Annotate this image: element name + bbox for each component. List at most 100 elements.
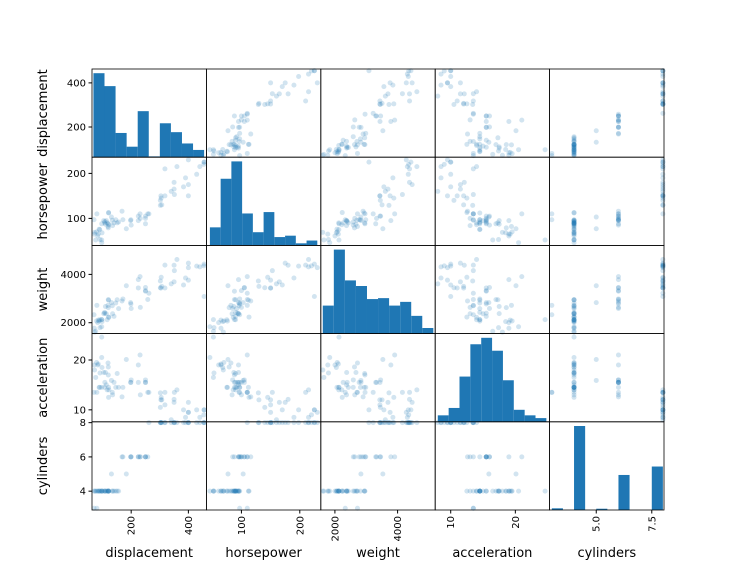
histogram-bar xyxy=(137,111,149,158)
scatter-point xyxy=(414,420,420,426)
scatter-point xyxy=(495,488,501,494)
scatter-point xyxy=(325,237,331,243)
scatter-point xyxy=(571,384,577,390)
scatter-point xyxy=(506,233,512,239)
scatter-point xyxy=(483,215,489,221)
scatter-point xyxy=(593,377,599,383)
scatter-point xyxy=(448,293,454,299)
histogram-bar xyxy=(618,474,630,510)
scatter-point xyxy=(234,306,240,312)
scatter-point xyxy=(358,218,364,224)
scatter-point xyxy=(660,166,666,172)
scatter-point xyxy=(333,230,339,236)
scatter-point xyxy=(353,488,359,494)
scatter-point xyxy=(95,361,101,367)
scatter-point xyxy=(238,392,244,398)
scatter-point xyxy=(105,364,111,370)
scatter-point xyxy=(381,84,387,90)
scatter-point xyxy=(197,420,203,426)
scatter-point xyxy=(255,278,261,284)
scatter-point xyxy=(265,394,271,400)
histogram-bar xyxy=(389,305,401,334)
scatter-point xyxy=(380,471,386,477)
scatter-point xyxy=(236,124,242,130)
scatter-point xyxy=(201,161,207,167)
scatter-point xyxy=(224,488,230,494)
scatter-point xyxy=(265,101,271,107)
scatter-point xyxy=(390,414,396,420)
scatter-point xyxy=(240,300,246,306)
scatter-point xyxy=(244,389,250,395)
scatter-point xyxy=(102,384,108,390)
scatter-point xyxy=(210,334,216,340)
scatter-point xyxy=(513,128,519,134)
scatter-point xyxy=(95,231,101,237)
scatter-point xyxy=(470,488,476,494)
scatter-point xyxy=(483,221,489,227)
scatter-point xyxy=(269,91,275,97)
x-tick-label: 2000 xyxy=(330,516,341,541)
scatter-point xyxy=(171,396,177,402)
cell-frame xyxy=(91,333,207,423)
scatter-point xyxy=(571,370,577,376)
scatter-point xyxy=(231,147,237,153)
scatter-point xyxy=(362,211,368,217)
scatter-point xyxy=(467,311,473,317)
scatter-point xyxy=(465,298,471,304)
scatter-point xyxy=(461,262,467,268)
scatter-point xyxy=(246,488,252,494)
cell-frame xyxy=(549,421,665,511)
scatter-point xyxy=(483,454,489,460)
scatter-point xyxy=(220,364,226,370)
scatter-point xyxy=(334,149,340,155)
scatter-point xyxy=(464,274,470,280)
scatter-point xyxy=(142,454,148,460)
scatter-point xyxy=(97,237,103,243)
scatter-point xyxy=(99,240,105,246)
scatter-point xyxy=(370,211,376,217)
scatter-point xyxy=(244,150,250,156)
scatter-point xyxy=(262,404,268,410)
scatter-point xyxy=(593,214,599,220)
scatter-point xyxy=(336,387,342,393)
scatter-point xyxy=(233,488,239,494)
scatter-point xyxy=(448,184,454,190)
scatter-point xyxy=(171,279,177,285)
scatter-point xyxy=(224,148,230,154)
scatter-point xyxy=(354,505,360,511)
x-axis-label: weight xyxy=(356,546,400,561)
scatter-point xyxy=(244,110,250,116)
scatter-point xyxy=(571,141,577,147)
scatter-point xyxy=(269,268,275,274)
scatter-point xyxy=(486,284,492,290)
scatter-point xyxy=(314,409,320,415)
scatter-point xyxy=(486,306,492,312)
x-axis-label: cylinders xyxy=(577,546,636,561)
scatter-point xyxy=(101,311,107,317)
scatter-point xyxy=(95,488,101,494)
scatter-point xyxy=(320,152,326,158)
scatter-point xyxy=(211,488,217,494)
scatter-point xyxy=(207,355,213,361)
scatter-point xyxy=(470,303,476,309)
scatter-point xyxy=(185,157,191,163)
scatter-point xyxy=(470,166,476,172)
scatter-point xyxy=(228,488,234,494)
scatter-point xyxy=(477,149,483,155)
scatter-point xyxy=(477,488,483,494)
scatter-point xyxy=(314,80,320,86)
scatter-point xyxy=(350,377,356,383)
scatter-point xyxy=(408,68,414,74)
scatter-point xyxy=(108,214,114,220)
scatter-point xyxy=(493,297,499,303)
scatter-point xyxy=(231,379,237,385)
scatter-point xyxy=(615,379,621,385)
x-axis-label: displacement xyxy=(105,546,193,561)
scatter-point xyxy=(408,407,414,413)
scatter-point xyxy=(490,328,496,334)
scatter-point xyxy=(201,159,207,165)
scatter-point xyxy=(474,314,480,320)
scatter-point xyxy=(571,314,577,320)
scatter-point xyxy=(340,220,346,226)
scatter-point xyxy=(230,454,236,460)
